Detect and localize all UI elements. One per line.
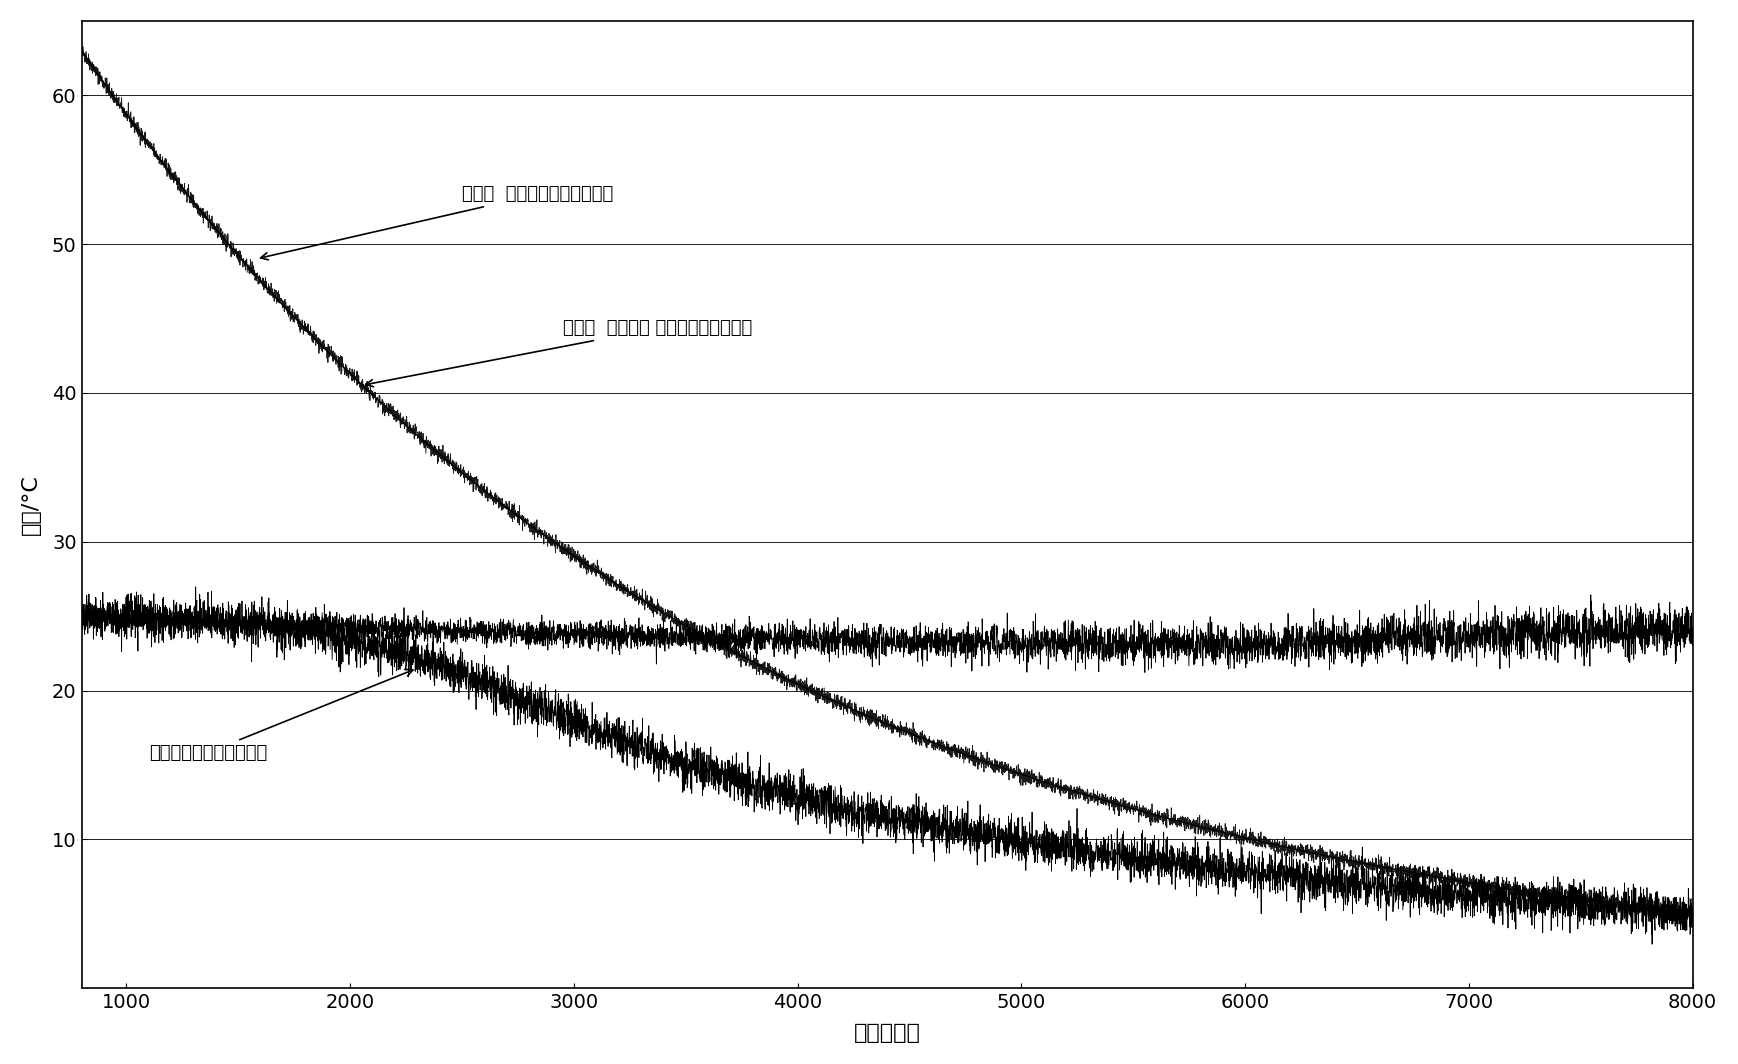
X-axis label: 空间数据点: 空间数据点 (853, 1024, 921, 1043)
Y-axis label: 温度/°C: 温度/°C (21, 475, 40, 535)
Text: 第一组  测量値反 斯托克斯信号原始値: 第一组 测量値反 斯托克斯信号原始値 (365, 319, 753, 386)
Text: 第一组  测量値瑞利信号原始値: 第一组 测量値瑞利信号原始値 (261, 185, 614, 260)
Text: 利用原始値所计算温度値: 利用原始値所计算温度値 (149, 669, 414, 762)
